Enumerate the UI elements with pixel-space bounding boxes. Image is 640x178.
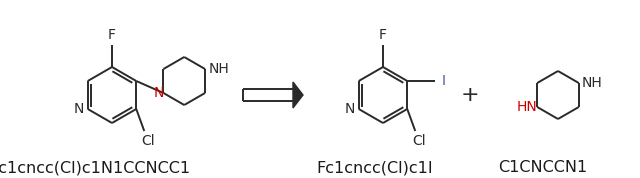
Text: NH: NH <box>209 62 229 76</box>
Text: F: F <box>379 28 387 42</box>
Text: +: + <box>461 85 479 105</box>
Text: I: I <box>441 74 445 88</box>
Text: Fc1cncc(Cl)c1N1CCNCC1: Fc1cncc(Cl)c1N1CCNCC1 <box>0 161 191 176</box>
Text: N: N <box>153 86 164 100</box>
Text: HN: HN <box>517 100 538 114</box>
Text: N: N <box>74 102 84 116</box>
Text: F: F <box>108 28 116 42</box>
Text: Fc1cncc(Cl)c1I: Fc1cncc(Cl)c1I <box>317 161 433 176</box>
Text: Cl: Cl <box>141 134 155 148</box>
Text: N: N <box>344 102 355 116</box>
Text: Cl: Cl <box>412 134 426 148</box>
Text: NH: NH <box>581 76 602 90</box>
Text: C1CNCCN1: C1CNCCN1 <box>499 161 588 176</box>
Polygon shape <box>293 82 303 108</box>
